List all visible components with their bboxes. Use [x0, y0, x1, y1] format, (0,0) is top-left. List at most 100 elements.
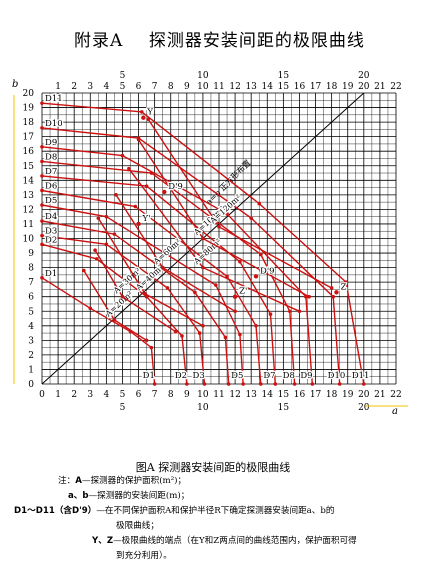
- curve-point: [233, 309, 237, 314]
- x-tick-label-bottom: 4: [103, 390, 109, 400]
- x-tick-label-top: 4: [103, 82, 109, 92]
- curve-point: [93, 248, 97, 252]
- curve-label-bottom: D7: [263, 371, 275, 381]
- curve-point: [249, 216, 253, 220]
- x-tick-label-bottom: 5: [120, 390, 126, 400]
- x-tick-label-top: 14: [262, 82, 274, 92]
- heading-title: 探测器安装间距的极限曲线: [148, 31, 365, 51]
- x-tick-label-top: 18: [326, 82, 338, 92]
- curve-label-left: D2: [45, 235, 57, 245]
- y-axis-label: b: [12, 79, 18, 90]
- x-tick-label-top: 10: [197, 82, 209, 92]
- x-tick-label-top: 12: [229, 82, 240, 92]
- curve-point: [152, 382, 157, 386]
- named-point: [253, 274, 259, 279]
- curve-point: [40, 203, 44, 207]
- curve-label-bottom: D8: [283, 371, 295, 381]
- x-tick-label-top: 20: [358, 82, 370, 92]
- x-tick-label-top: 3: [87, 82, 93, 92]
- curve-label-left: D6: [45, 181, 57, 191]
- curve-point: [213, 283, 218, 287]
- curve-label-bottom: D10: [328, 371, 346, 381]
- curve-point: [225, 211, 229, 216]
- curve-point: [288, 309, 292, 314]
- x-tick-label-top: 6: [136, 82, 142, 92]
- x-major-label-top: 15: [278, 71, 290, 81]
- curve-point: [112, 232, 117, 236]
- curve-point: [223, 335, 228, 340]
- curve-label-bottom: D5: [231, 371, 243, 381]
- note-text-spacing: —探测器的安装间距(m)；: [88, 491, 190, 501]
- y-tick-label: 20: [23, 89, 35, 99]
- x-tick-label-top: 2: [71, 82, 77, 92]
- x-tick-label-bottom: 13: [245, 390, 257, 400]
- curve-point: [82, 268, 86, 273]
- curve-label-left: D10: [45, 119, 63, 129]
- y-zero-label: 0: [28, 380, 34, 390]
- curve-point: [241, 382, 245, 386]
- curve-point: [193, 290, 197, 295]
- curve-point: [238, 259, 242, 264]
- figure-caption-title: 探测器安装间距的极限曲线: [158, 461, 291, 474]
- note-text-endpoints: —极限曲线的端点（在Y和Z两点间的曲线范围内，保护面积可得: [113, 536, 357, 546]
- curve-point: [133, 204, 138, 209]
- curve-point: [197, 331, 202, 335]
- curve-point: [40, 219, 44, 223]
- curve-point: [40, 145, 44, 149]
- curve-point: [136, 137, 141, 142]
- curve-point: [104, 214, 109, 219]
- curve-point: [112, 318, 117, 322]
- curve-point: [120, 294, 125, 299]
- y-tick-label: 10: [23, 235, 35, 245]
- x-tick-label-bottom: 2: [71, 390, 77, 400]
- named-point: [334, 290, 339, 295]
- curve-point: [40, 242, 44, 247]
- curve-point: [268, 312, 273, 316]
- note-endpoints: Y、Z—极限曲线的端点（在Y和Z两点间的曲线范围内，保护面积可得: [92, 534, 357, 548]
- x-tick-label-top: 9: [184, 82, 190, 92]
- x-tick-label-bottom: 17: [310, 390, 322, 400]
- curve-label-left: D4: [45, 212, 57, 222]
- named-point: [141, 115, 146, 120]
- curve-label-left: D8: [45, 152, 57, 162]
- curve-point: [165, 286, 170, 290]
- x-major-label-bottom: 5: [120, 403, 126, 413]
- curve-point: [310, 382, 315, 386]
- curve-point: [144, 338, 149, 343]
- y-tick-label: 8: [28, 264, 34, 274]
- x-tick-label-bottom: 12: [229, 390, 240, 400]
- named-point-label: Y: [146, 108, 153, 118]
- x-tick-label-bottom: 16: [294, 390, 306, 400]
- curve-point: [143, 291, 147, 296]
- x-tick-label-top: 5: [120, 82, 126, 92]
- x-tick-label-bottom: 21: [374, 390, 385, 400]
- curve-label-left: D7: [45, 167, 57, 177]
- note-text-curves-cont: 极限曲线；: [116, 521, 159, 531]
- curve-point: [201, 324, 205, 328]
- y-tick-label: 14: [23, 176, 35, 186]
- note-curves: D1～D11（含D'9）—在不同保护面积A和保护半径R下确定探测器安装间距a、b…: [14, 504, 334, 518]
- curve-point: [114, 193, 118, 197]
- curve-label-bottom: D9: [300, 371, 312, 381]
- limit-curves-chart: 1122334455667788991010111112121313141415…: [12, 71, 408, 417]
- y-tick-label: 11: [23, 220, 34, 230]
- curve-point: [297, 309, 302, 314]
- named-point-label: Y': [142, 214, 151, 224]
- y-tick-label: 12: [23, 205, 34, 215]
- note-area: 注：A—探测器的保护面积(m²)；: [58, 474, 186, 488]
- x-major-label-top: 20: [358, 71, 370, 81]
- note-endpoints-cont: 到充分利用）。: [116, 549, 172, 563]
- curve-point: [144, 184, 149, 188]
- figure-caption-label: 图A: [135, 461, 155, 474]
- curve-point: [94, 257, 99, 261]
- curve-point: [40, 126, 44, 130]
- curve-point: [329, 286, 334, 290]
- note-prefix: 注：: [58, 476, 76, 486]
- y-tick-label: 5: [28, 307, 34, 317]
- curve-point: [344, 280, 348, 284]
- curve-point: [127, 166, 131, 171]
- x-tick-label-top: 15: [278, 82, 290, 92]
- x-tick-label-bottom: 18: [326, 390, 338, 400]
- note-spacing: a、b—探测器的安装间距(m)；: [68, 489, 189, 503]
- y-tick-label: 18: [23, 118, 35, 128]
